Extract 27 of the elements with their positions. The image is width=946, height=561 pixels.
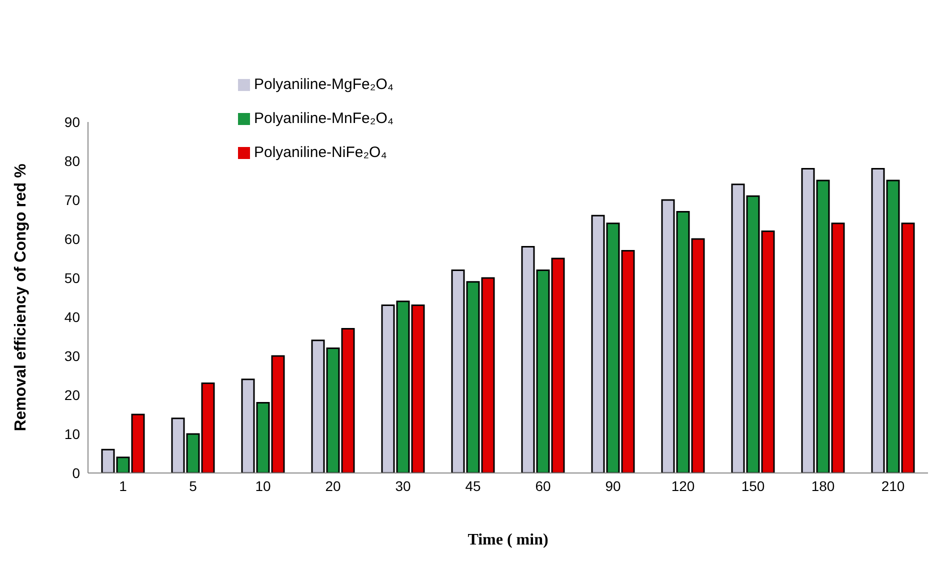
y-axis-title: Removal efficiency of Congo red % bbox=[12, 164, 30, 432]
x-tick-label: 150 bbox=[741, 478, 765, 494]
y-tick-label: 40 bbox=[64, 308, 80, 325]
x-tick-label: 10 bbox=[255, 478, 271, 494]
x-tick-label: 120 bbox=[671, 478, 695, 494]
x-tick-label: 90 bbox=[605, 478, 621, 494]
x-tick-label: 5 bbox=[189, 478, 198, 494]
y-tick-label: 0 bbox=[72, 464, 80, 481]
y-tick-label: 70 bbox=[64, 192, 80, 208]
y-tick-label: 30 bbox=[64, 348, 80, 364]
x-tick-label: 210 bbox=[881, 478, 905, 494]
x-axis-title: Time ( min) bbox=[468, 531, 548, 548]
y-tick-label: 60 bbox=[64, 230, 80, 247]
x-tick-label: 30 bbox=[395, 478, 411, 494]
x-tick-label: 20 bbox=[325, 478, 341, 494]
x-tick-label: 60 bbox=[535, 478, 551, 494]
x-tick-label: 180 bbox=[811, 478, 835, 494]
y-tick-label: 20 bbox=[64, 386, 80, 403]
x-tick-label: 45 bbox=[465, 478, 481, 494]
y-tick-label: 90 bbox=[64, 114, 80, 130]
y-tick-label: 10 bbox=[64, 426, 80, 442]
y-tick-label: 50 bbox=[64, 270, 80, 286]
legend-label: Polyaniline-MnFe₂O₄ bbox=[254, 110, 394, 127]
legend-label: Polyaniline-MgFe₂O₄ bbox=[254, 76, 394, 93]
legend-label: Polyaniline-NiFe₂O₄ bbox=[254, 144, 387, 161]
y-tick-label: 80 bbox=[64, 152, 80, 169]
x-tick-label: 1 bbox=[119, 478, 128, 494]
